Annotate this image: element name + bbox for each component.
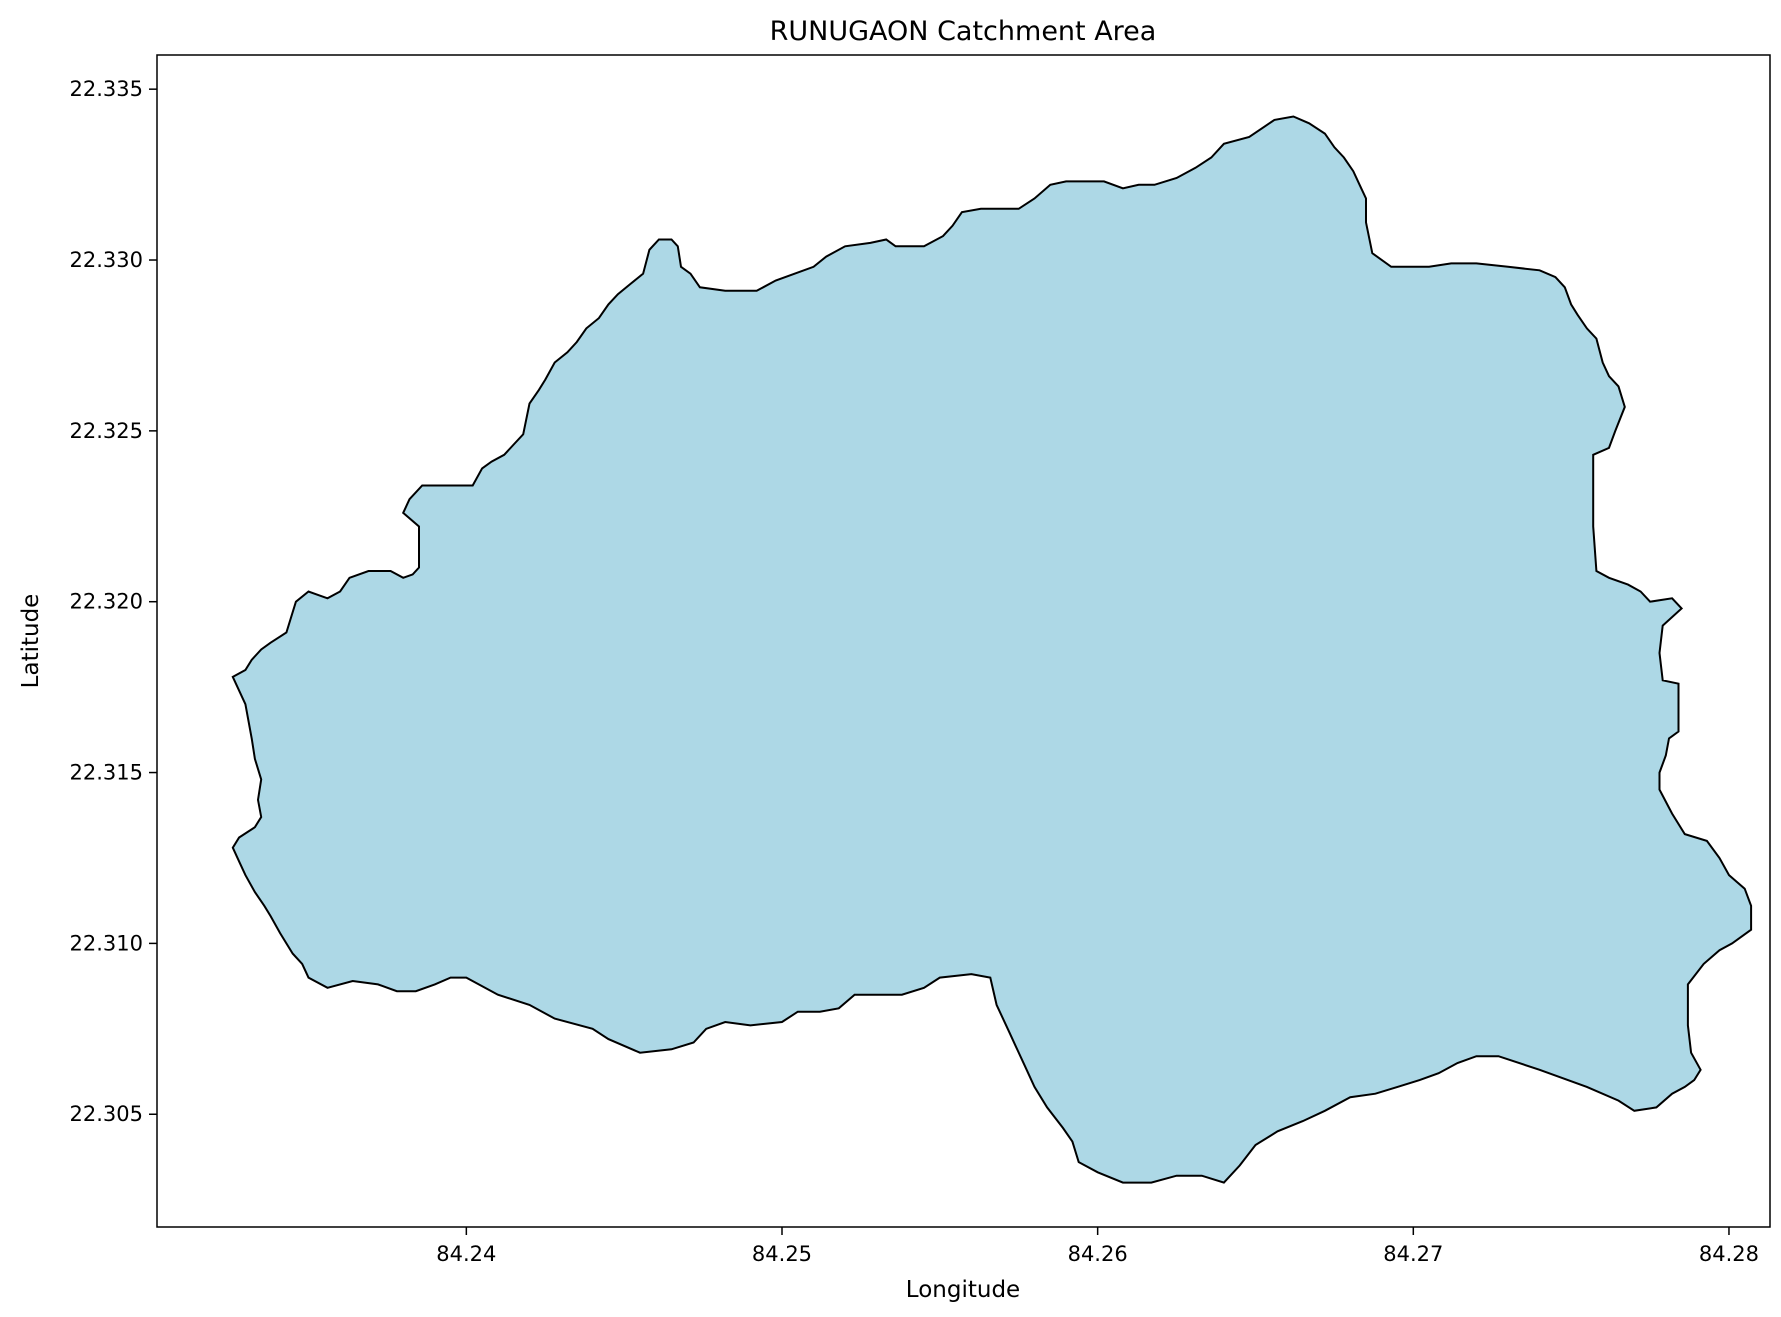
x-tick-label: 84.26 xyxy=(1068,1242,1128,1266)
axes-frame xyxy=(156,54,1771,1228)
y-tick-label: 22.305 xyxy=(70,1102,143,1126)
y-axis-ticks: 22.305 22.310 22.315 22.320 22.325 22.330 22.3… xyxy=(70,77,157,1126)
x-tick-label: 84.24 xyxy=(436,1242,496,1266)
x-tick-label: 84.28 xyxy=(1699,1242,1759,1266)
y-axis-label: Latitude xyxy=(18,594,44,689)
y-tick-label: 22.310 xyxy=(70,931,143,955)
y-tick-label: 22.335 xyxy=(70,77,143,101)
plot-area xyxy=(231,115,1753,1184)
catchment-polygon xyxy=(231,115,1753,1184)
x-tick-label: 84.27 xyxy=(1383,1242,1443,1266)
x-tick-label: 84.25 xyxy=(752,1242,812,1266)
y-tick-label: 22.330 xyxy=(70,248,143,272)
chart-title: RUNUGAON Catchment Area xyxy=(770,16,1157,47)
y-tick-label: 22.325 xyxy=(70,419,143,443)
x-axis-label: Longitude xyxy=(906,1277,1020,1303)
y-tick-label: 22.320 xyxy=(70,590,143,614)
y-tick-label: 22.315 xyxy=(70,761,143,785)
x-axis-ticks: 84.24 84.25 84.26 84.27 84.28 xyxy=(436,1227,1759,1266)
